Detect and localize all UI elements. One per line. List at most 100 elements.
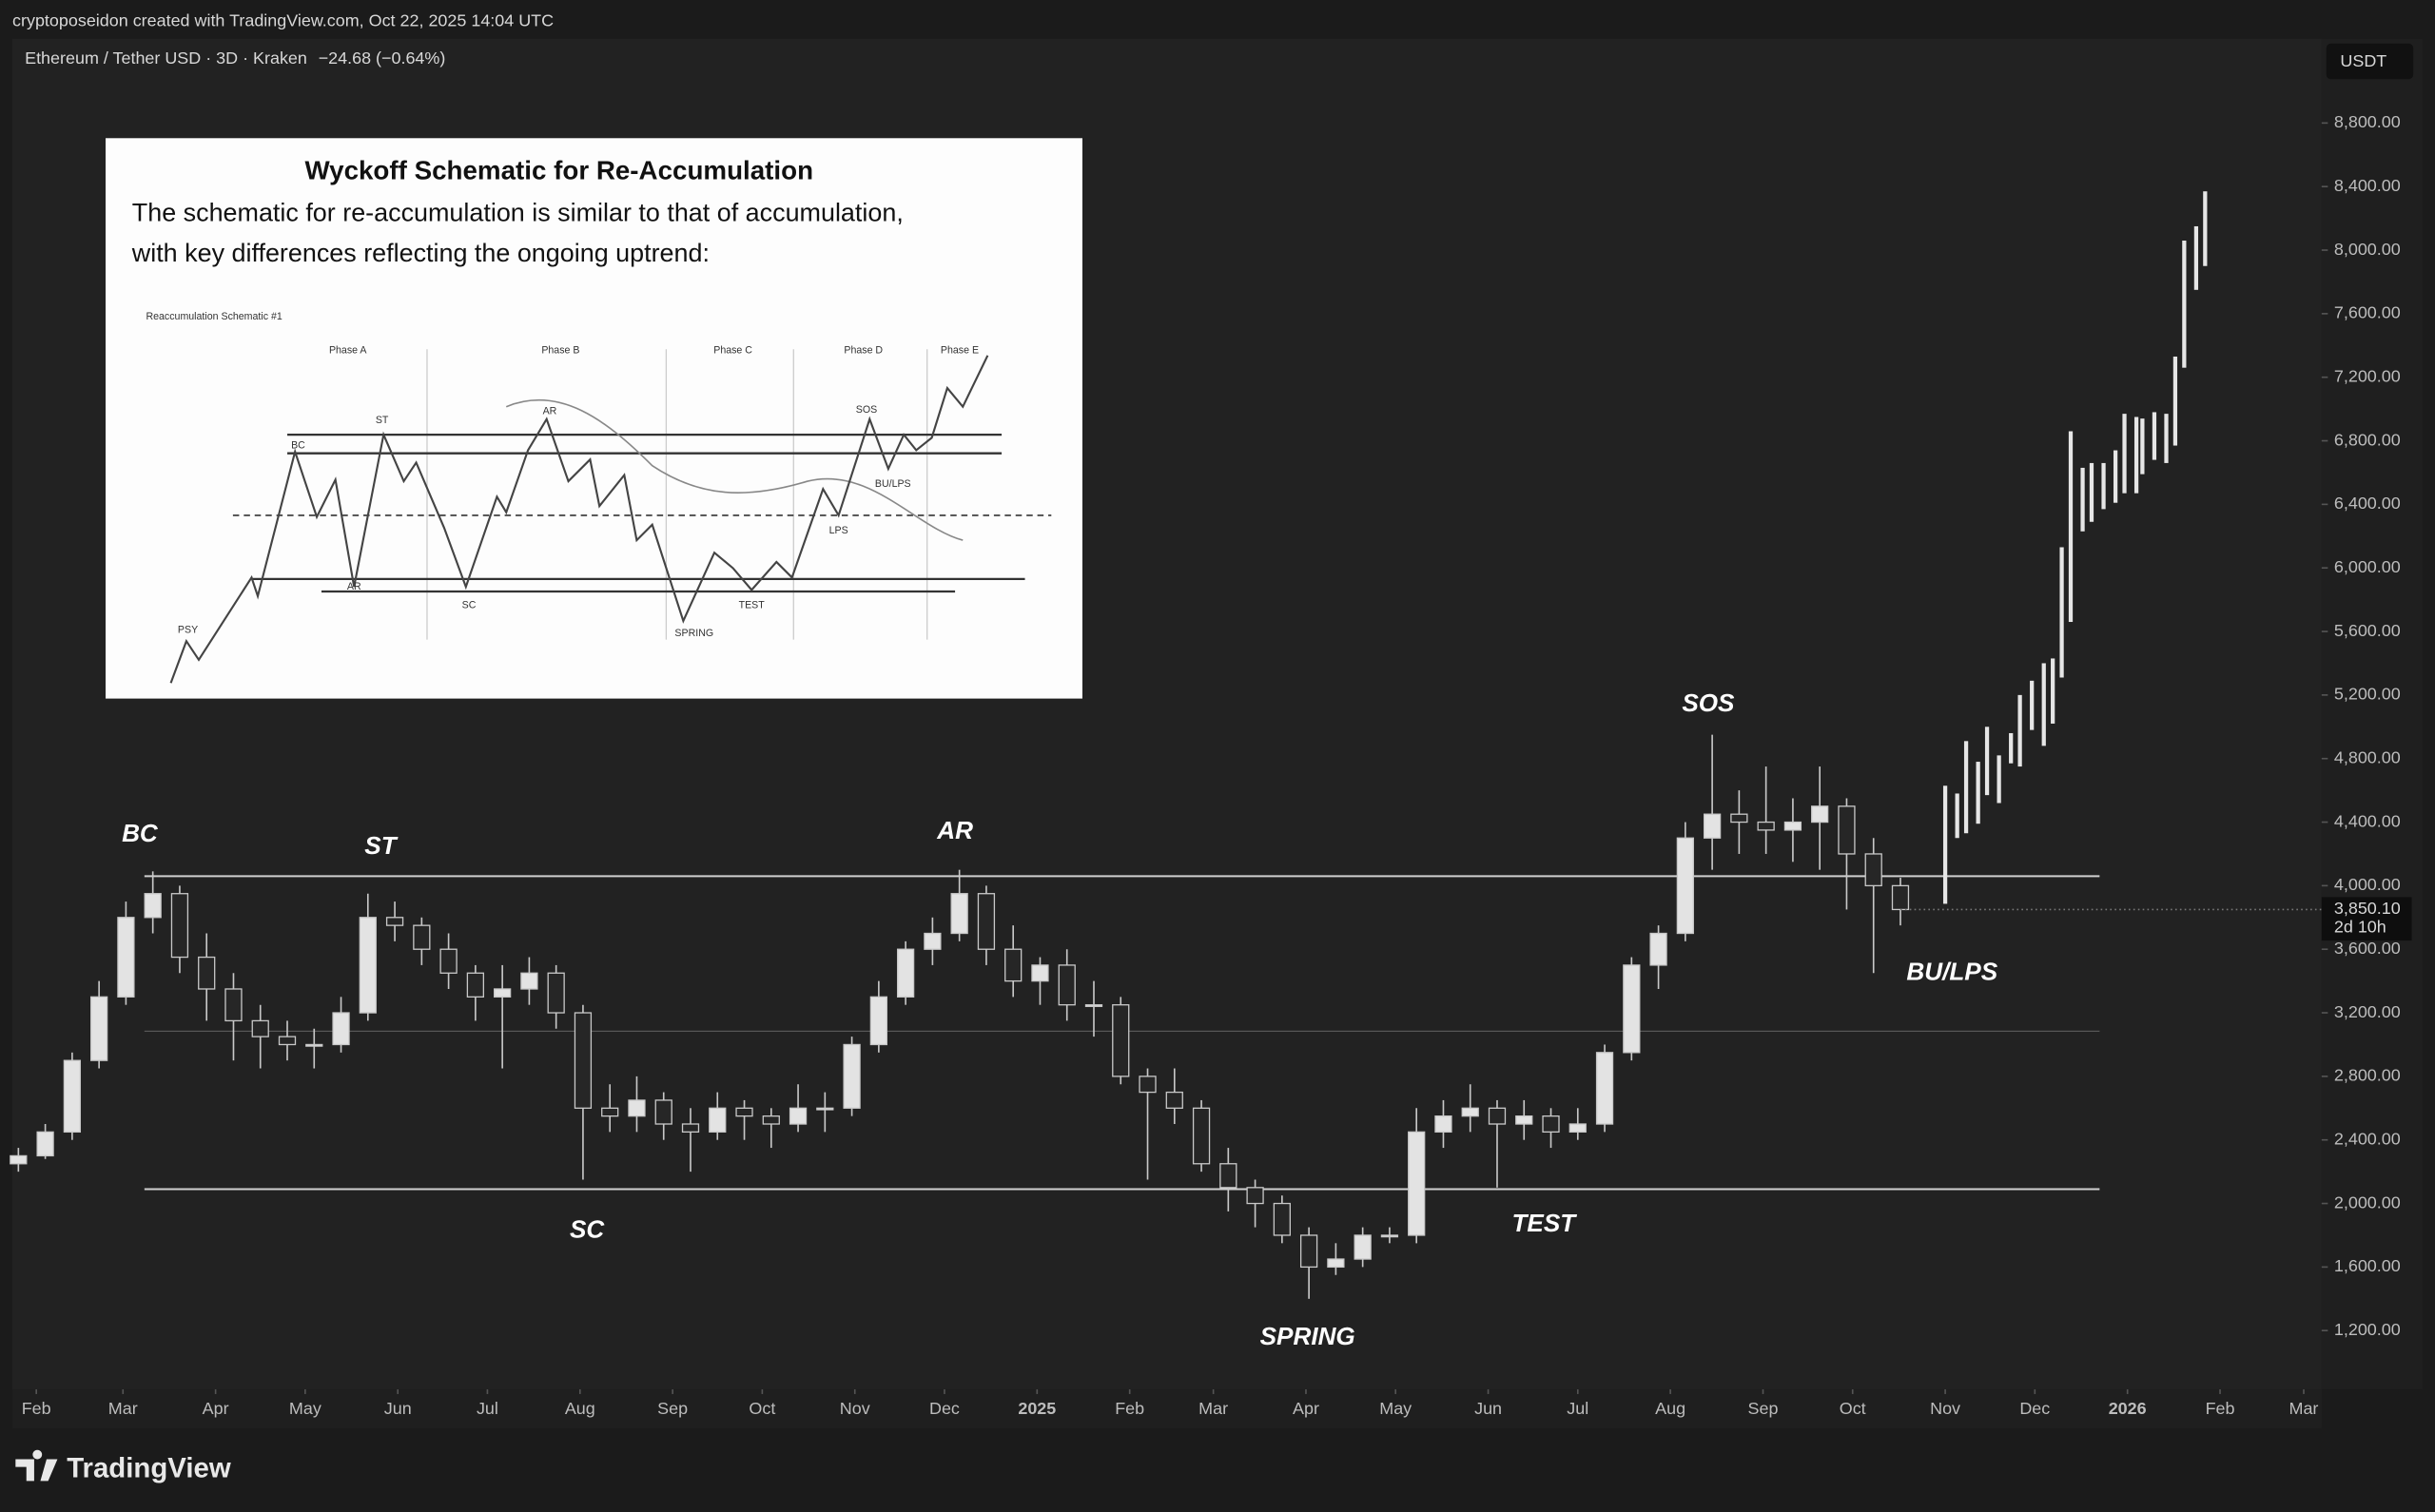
y-tick-label: 4,000.00 [2334, 875, 2401, 894]
projection-bar [2193, 225, 2199, 290]
x-tick-label: Feb [1115, 1399, 1144, 1418]
candle-body [251, 1019, 269, 1037]
projection-bar [2017, 694, 2022, 767]
x-tick-label: Mar [1198, 1399, 1228, 1418]
time-axis [12, 1389, 2322, 1428]
y-tick-label: 1,600.00 [2334, 1256, 2401, 1275]
x-tick-label: Sep [657, 1399, 688, 1418]
candle-body [1649, 932, 1667, 966]
projection-bar [2133, 417, 2139, 494]
schematic-label: AR [543, 405, 557, 417]
x-tick-label: Jul [1567, 1399, 1588, 1418]
candle-body [10, 1154, 28, 1165]
schematic-label: BU/LPS [875, 478, 911, 490]
candle-body [628, 1099, 646, 1117]
candle-body [977, 893, 996, 950]
candle-body [1139, 1076, 1157, 1094]
candle-body [466, 972, 485, 998]
candle-body [1031, 964, 1049, 982]
schematic-label: LPS [829, 525, 848, 536]
candle-body [1354, 1234, 1372, 1260]
candle-body [1327, 1258, 1345, 1269]
y-tick-label: 8,400.00 [2334, 176, 2401, 195]
candle-body [1112, 1004, 1130, 1077]
currency[interactable]: USDT [2340, 51, 2386, 70]
credit: cryptoposeidon created with TradingView.… [12, 11, 554, 30]
brand-logo [15, 1449, 58, 1482]
x-tick-label: Jun [1474, 1399, 1502, 1418]
candle-body [1811, 805, 1829, 824]
candle-body [896, 948, 915, 998]
schematic-label: BC [291, 439, 305, 451]
last-price: 3,850.10 [2334, 899, 2401, 918]
inset-text: The schematic for re-accumulation is sim… [132, 198, 904, 226]
projection-bar [2051, 658, 2055, 724]
phase-label: Phase E [941, 345, 979, 357]
candle-body [547, 972, 565, 1014]
candle-body [869, 996, 887, 1046]
schematic-label: PSY [178, 625, 198, 636]
brand: TradingView [67, 1453, 231, 1484]
y-tick-label: 2,400.00 [2334, 1129, 2401, 1148]
candle-body [1084, 1004, 1103, 1007]
candle-body [413, 924, 431, 950]
wyckoff-label: TEST [1511, 1209, 1577, 1237]
projection-bar [2080, 467, 2085, 532]
x-tick-label: Dec [2019, 1399, 2050, 1418]
candle-body [1192, 1107, 1211, 1165]
y-tick-label: 3,200.00 [2334, 1002, 2401, 1021]
wyckoff-label: BU/LPS [1906, 957, 1997, 985]
projection-bar [2164, 414, 2169, 463]
candle-body [1461, 1107, 1479, 1117]
x-tick-label: Mar [2289, 1399, 2319, 1418]
candle-body [117, 917, 135, 998]
candle-body [359, 917, 377, 1014]
y-tick-label: 6,800.00 [2334, 430, 2401, 449]
phase-label: Phase D [844, 345, 883, 357]
symbol-name: Ethereum / Tether USD · 3D · Kraken [25, 48, 307, 68]
y-tick-label: 8,800.00 [2334, 112, 2401, 131]
candle-body [1595, 1052, 1614, 1125]
x-tick-label: Nov [1930, 1399, 1960, 1418]
projection-bar [2122, 414, 2127, 494]
projection-bar [1976, 762, 1980, 824]
candle-body [1165, 1091, 1183, 1109]
wyckoff-label: ST [364, 831, 398, 860]
candle-body [63, 1059, 82, 1134]
currency-box[interactable] [2326, 43, 2414, 80]
candle-body [1568, 1123, 1587, 1134]
x-tick-label: Dec [929, 1399, 960, 1418]
candle-body [1058, 964, 1076, 1006]
phase-label: Phase B [541, 345, 579, 357]
candle-body [574, 1012, 593, 1109]
phase-label: Phase C [713, 345, 752, 357]
candle-body [36, 1131, 54, 1157]
y-tick-label: 2,000.00 [2334, 1192, 2401, 1212]
candle-body [385, 917, 404, 926]
candle-body [278, 1036, 297, 1046]
candle-body [1891, 884, 1910, 911]
projection-bar [2041, 663, 2046, 746]
schematic-price-path [169, 355, 989, 684]
projection-bar [2140, 418, 2145, 475]
projection-bar [2152, 412, 2157, 460]
candle-body [1380, 1234, 1399, 1238]
candle-body [224, 988, 243, 1022]
x-tick-label: Jul [477, 1399, 498, 1418]
x-tick-label: Aug [1655, 1399, 1685, 1418]
inset-background [106, 138, 1082, 699]
x-tick-label: Apr [1293, 1399, 1319, 1418]
inset-title: Wyckoff Schematic for Re-Accumulation [304, 156, 813, 185]
candle-body [1703, 813, 1722, 839]
inset-text: with key differences reflecting the ongo… [131, 239, 710, 267]
candle-body [1246, 1187, 1264, 1205]
candle-body [816, 1107, 834, 1111]
y-tick-label: 5,200.00 [2334, 685, 2401, 704]
candle-body [1299, 1234, 1318, 1269]
candle-body [332, 1012, 350, 1046]
candle-body [789, 1107, 808, 1125]
y-tick-label: 6,000.00 [2334, 557, 2401, 576]
candle-body [1004, 948, 1023, 982]
